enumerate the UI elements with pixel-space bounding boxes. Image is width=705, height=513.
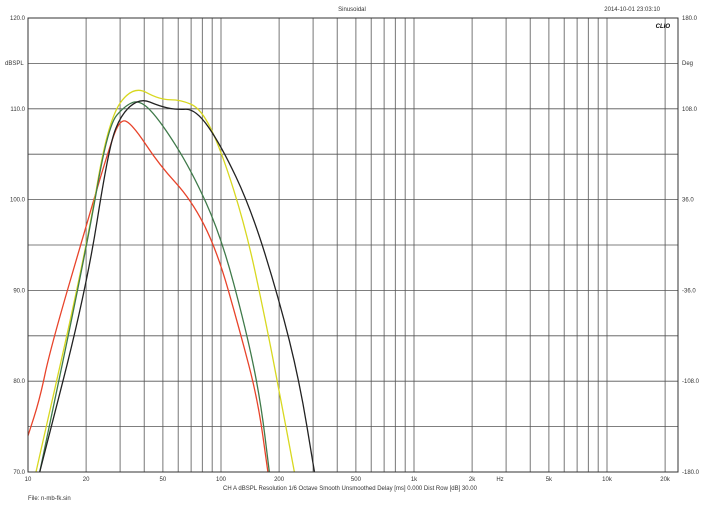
series-line-1 — [27, 120, 269, 473]
x-tick-label: 10 — [25, 477, 32, 483]
x-tick-label: 20 — [83, 477, 90, 483]
timestamp: 2014-10-01 23:03:10 — [604, 7, 660, 13]
series-line-3 — [39, 101, 270, 473]
x-tick-label: 20k — [660, 477, 671, 483]
series-line-4 — [39, 100, 316, 473]
y-tick-label: 80.0 — [13, 379, 25, 385]
x-tick-label: 5k — [546, 477, 553, 483]
x-axis-label: Hz — [496, 477, 503, 483]
y2-tick-label: 108.0 — [682, 107, 698, 113]
y2-tick-label: -180.0 — [682, 470, 700, 476]
measurement-settings: CH A dBSPL Resolution 1/6 Octave Smooth … — [223, 486, 478, 492]
x-tick-label: 1k — [411, 477, 418, 483]
chart-title: Sinusoidal — [338, 7, 366, 13]
y-tick-label: 90.0 — [13, 288, 25, 294]
x-tick-label: 50 — [160, 477, 167, 483]
x-tick-label: 500 — [351, 477, 362, 483]
plot-frame — [27, 17, 679, 473]
y2-tick-label: 180.0 — [682, 16, 698, 22]
y2-tick-label: -108.0 — [682, 379, 700, 385]
y2-tick-label: -36.0 — [682, 288, 696, 294]
series-line-2 — [35, 89, 296, 473]
y-axis-label: dBSPL — [5, 61, 24, 67]
y2-tick-label: 36.0 — [682, 198, 694, 204]
y-tick-label: 110.0 — [10, 107, 25, 113]
x-tick-label: 2k — [469, 477, 476, 483]
y-tick-label: 100.0 — [10, 198, 26, 204]
grid — [28, 18, 678, 472]
y2-axis-label: Deg — [682, 61, 693, 67]
file-name: File: n-mb-fk.sin — [28, 496, 71, 502]
x-tick-label: 100 — [216, 477, 227, 483]
x-tick-label: 10k — [602, 477, 613, 483]
tick-labels: 10 20 50 100 200 500 1k 2k 5k 10k 20k 120.0 110.0 100… — [10, 16, 700, 483]
y-tick-label: 120.0 — [10, 16, 26, 22]
clio-logo: CLIO — [656, 24, 671, 30]
x-tick-label: 200 — [274, 477, 285, 483]
series-lines — [27, 89, 316, 473]
y-tick-label: 70.0 — [13, 470, 25, 476]
